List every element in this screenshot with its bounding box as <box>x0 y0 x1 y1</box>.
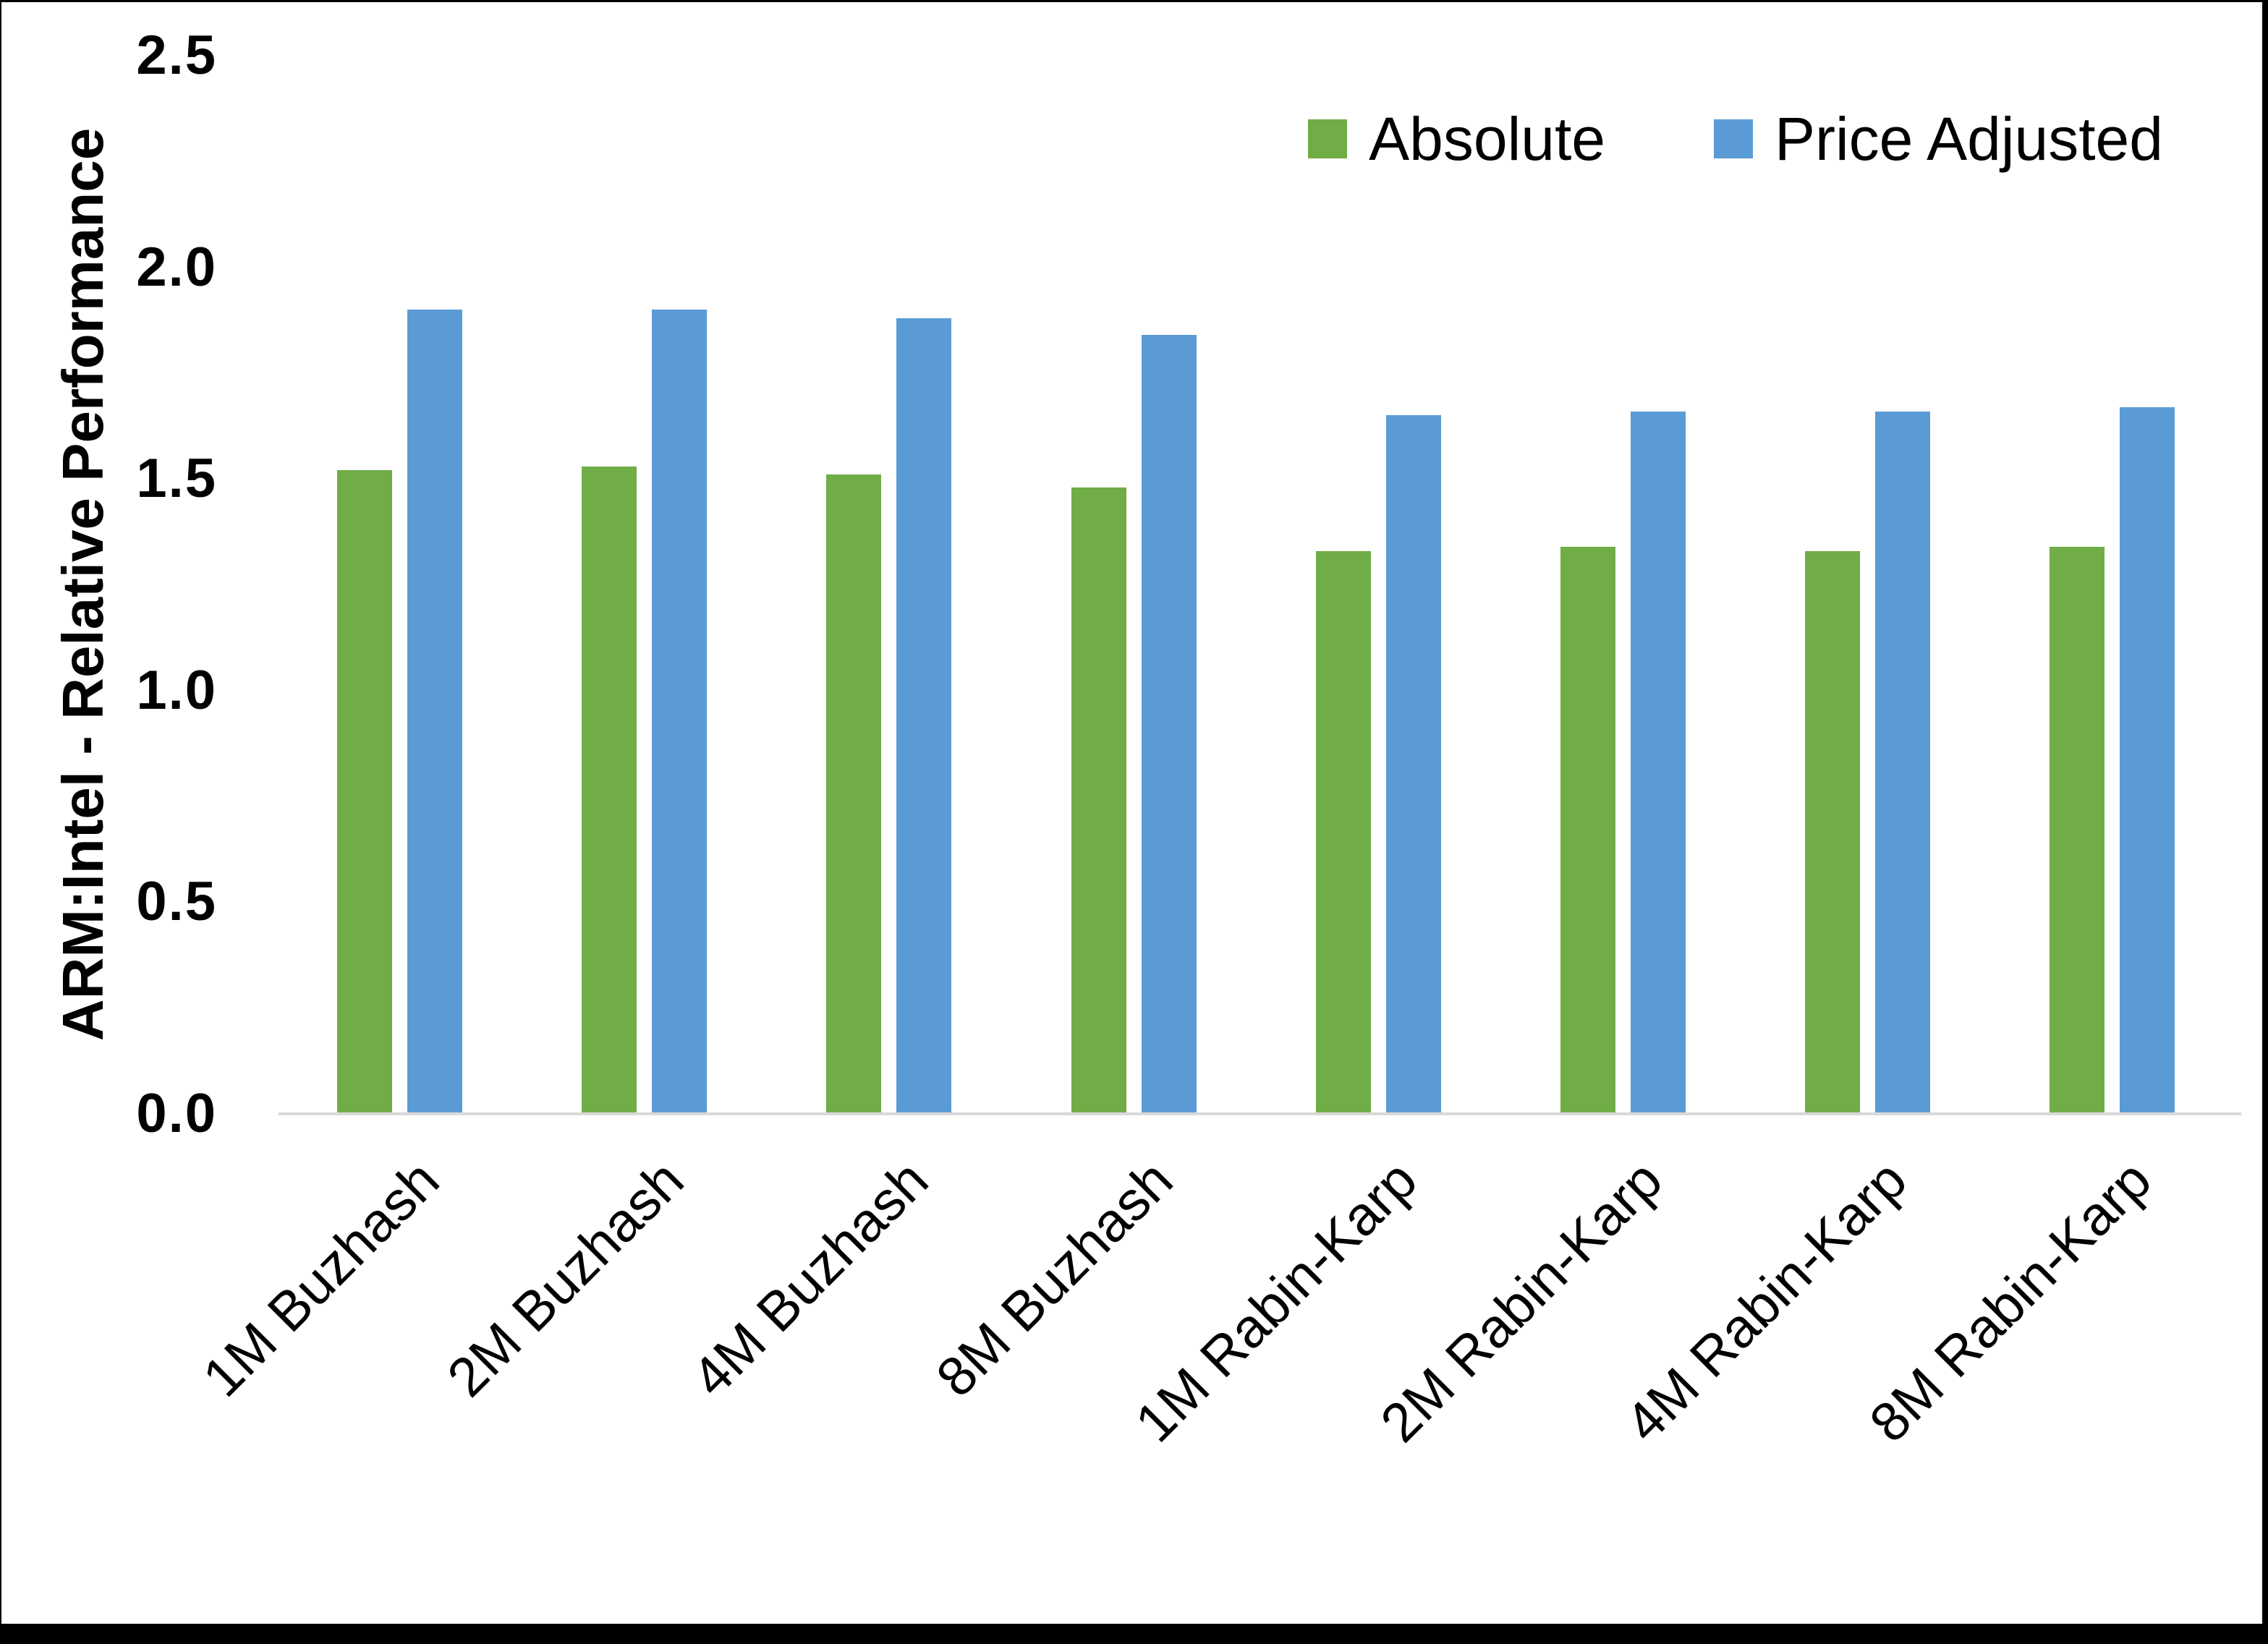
bar-absolute-2m-buzhash <box>582 466 637 1114</box>
bar-price-adjusted-8m-rabin-karp <box>2120 406 2175 1114</box>
bar-price-adjusted-2m-buzhash <box>652 310 708 1114</box>
y-axis-title: ARM:Intel - Relative Performance <box>51 127 115 1042</box>
bar-price-adjusted-8m-buzhash <box>1141 335 1197 1114</box>
y-tick-label-1-5: 1.5 <box>136 448 217 510</box>
y-tick-label-1-0: 1.0 <box>136 659 217 721</box>
bar-absolute-4m-buzhash <box>826 474 882 1114</box>
frame-border-top <box>0 0 2268 2</box>
bar-price-adjusted-4m-buzhash <box>896 318 952 1114</box>
bar-absolute-8m-buzhash <box>1071 487 1126 1114</box>
bar-absolute-1m-buzhash <box>337 470 393 1114</box>
y-tick-label-0-0: 0.0 <box>136 1083 217 1144</box>
frame-border-left <box>0 0 1 1644</box>
legend-swatch-price-adjusted <box>1714 119 1754 158</box>
bar-price-adjusted-1m-rabin-karp <box>1385 415 1441 1114</box>
bar-absolute-8m-rabin-karp <box>2050 546 2105 1114</box>
legend-label-absolute: Absolute <box>1369 105 1606 173</box>
y-tick-label-2-5: 2.5 <box>136 25 217 86</box>
bar-price-adjusted-4m-rabin-karp <box>1874 411 1930 1114</box>
chart-legend: Absolute Price Adjusted <box>1308 101 2163 176</box>
frame-border-right <box>2262 0 2268 1644</box>
x-label-8m-buzhash: 8M Buzhash <box>925 1149 1185 1409</box>
y-tick-label-0-5: 0.5 <box>136 871 217 933</box>
plot-area <box>279 56 2235 1114</box>
legend-swatch-absolute <box>1308 119 1348 158</box>
bar-price-adjusted-1m-buzhash <box>407 310 463 1114</box>
bar-absolute-1m-rabin-karp <box>1315 550 1371 1114</box>
x-label-2m-buzhash: 2M Buzhash <box>436 1149 695 1409</box>
legend-item-absolute: Absolute <box>1308 101 1605 176</box>
legend-label-price-adjusted: Price Adjusted <box>1775 105 2163 173</box>
frame-border-bottom <box>0 1624 2268 1644</box>
bar-absolute-2m-rabin-karp <box>1560 546 1615 1114</box>
y-tick-label-2-0: 2.0 <box>136 236 217 298</box>
x-label-4m-buzhash: 4M Buzhash <box>680 1149 940 1409</box>
legend-item-price-adjusted: Price Adjusted <box>1714 101 2163 176</box>
bar-price-adjusted-2m-rabin-karp <box>1630 411 1686 1114</box>
bar-absolute-4m-rabin-karp <box>1804 550 1860 1114</box>
x-label-1m-buzhash: 1M Buzhash <box>191 1149 451 1409</box>
x-axis-line <box>279 1112 2241 1115</box>
